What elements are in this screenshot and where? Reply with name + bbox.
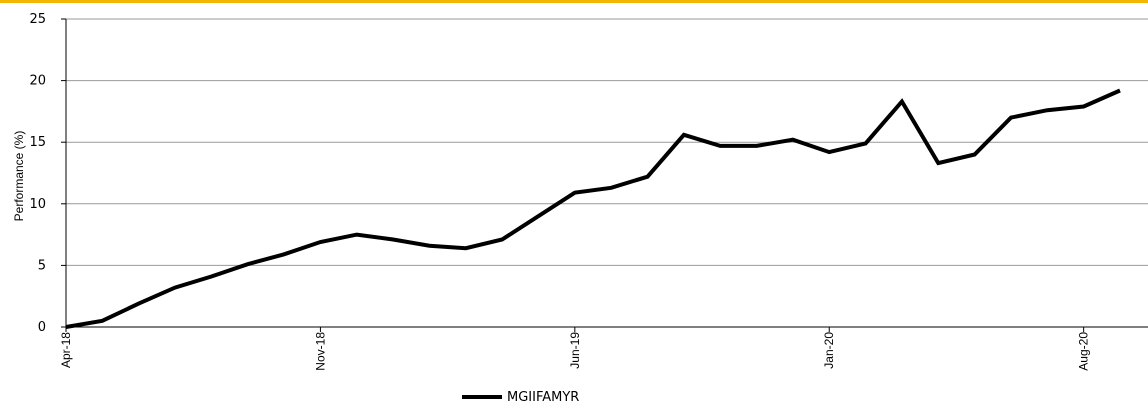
y-tick-label: 20: [29, 74, 46, 89]
series-line-mgiifamyr: [65, 88, 1121, 329]
y-tick-label: 5: [38, 258, 46, 273]
x-tick-label: Aug-20: [1077, 332, 1091, 371]
x-tick-label: Apr-18: [59, 332, 73, 368]
y-axis-title: Performance (%): [12, 131, 26, 222]
x-tick-label: Jun-19: [568, 332, 582, 369]
y-tick-label: 25: [29, 12, 46, 27]
top-accent-bar: [0, 0, 1148, 3]
y-tick-label: 0: [38, 320, 46, 335]
gridlines: [61, 18, 1148, 328]
legend: MGIIFAMYR: [462, 390, 579, 401]
y-tick-labels: 0 5 10 15 20 25: [29, 12, 46, 335]
axes: [65, 19, 1148, 328]
y-tick-label: 15: [29, 135, 46, 150]
y-tick-label: 10: [29, 197, 46, 212]
series-lines: [65, 88, 1121, 329]
x-tick-labels: Apr-18 Nov-18 Jun-19 Jan-20 Aug-20: [59, 327, 1091, 371]
x-tick-label: Nov-18: [313, 332, 327, 371]
legend-label-mgiifamyr: MGIIFAMYR: [507, 390, 579, 401]
x-tick-label: Jan-20: [822, 332, 836, 369]
